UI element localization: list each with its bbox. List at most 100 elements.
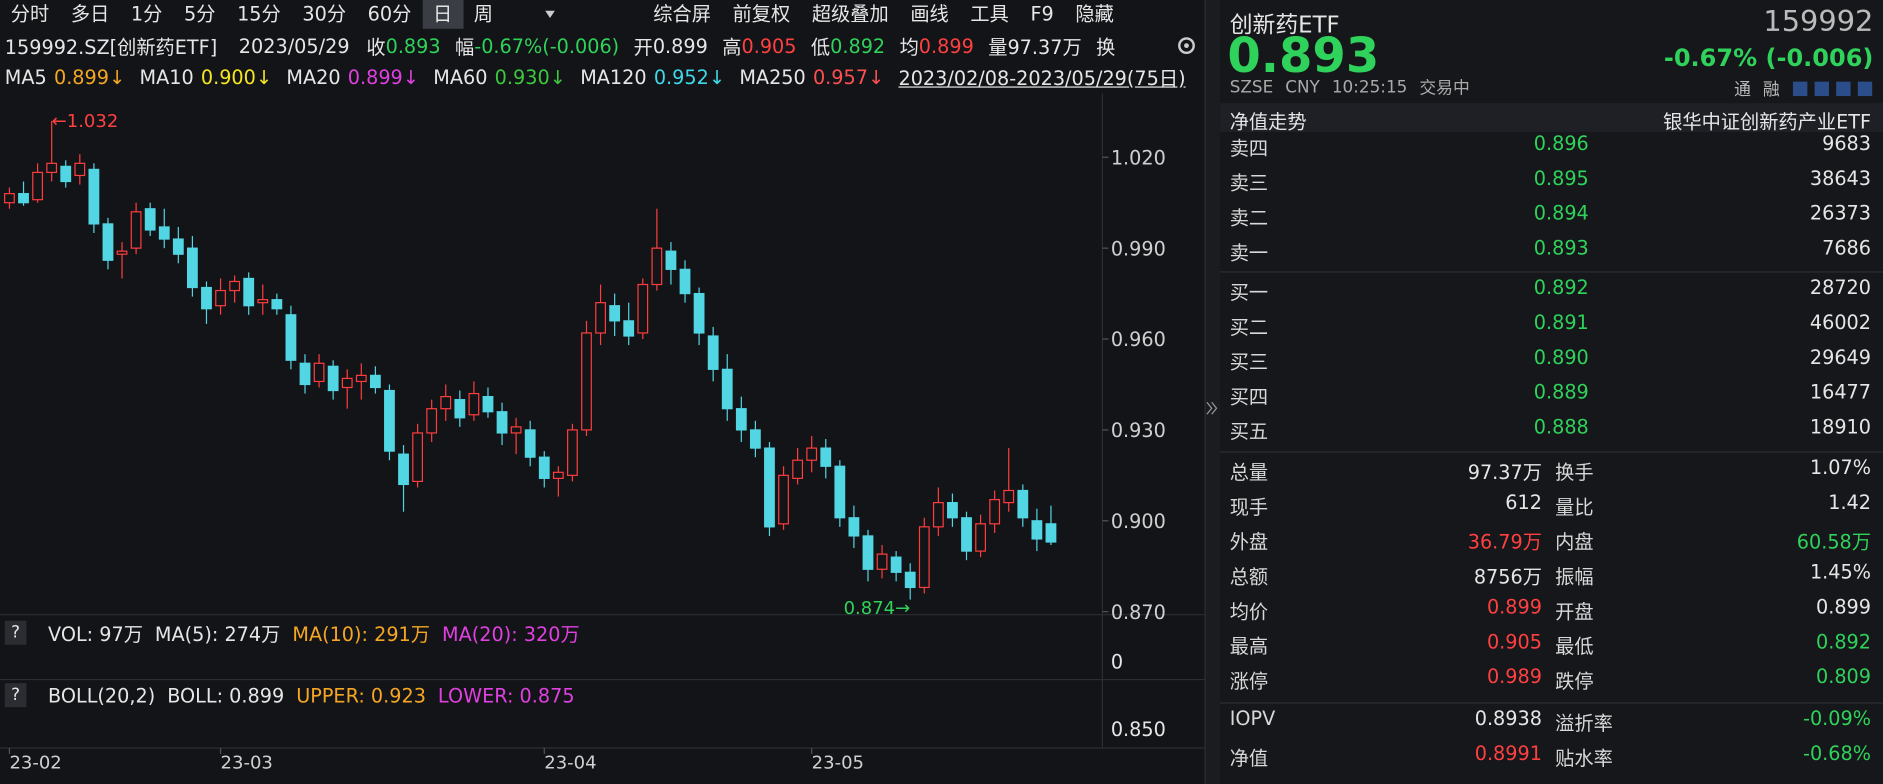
bid-label: 买四 (1229, 385, 1269, 409)
bid-price: 0.891 (1533, 310, 1589, 334)
candle-body (355, 374, 367, 383)
candle-body (693, 292, 705, 334)
period-button[interactable]: 1分 (130, 2, 163, 26)
ma-value: 0.900↓ (200, 65, 272, 89)
tool-button[interactable]: 超级叠加 (811, 2, 889, 26)
candle-body (440, 395, 452, 410)
stat-value: 0.809 (1815, 665, 1872, 688)
ma-name: MA250 (739, 65, 806, 89)
candle-body (243, 277, 255, 307)
tool-button[interactable]: 综合屏 (653, 2, 711, 26)
candle-body (623, 320, 635, 337)
separator (1220, 451, 1883, 453)
stat-value: 1.42 (1828, 491, 1872, 514)
bid-price: 0.892 (1533, 276, 1589, 299)
y-tick-label: 0.870 (1111, 601, 1166, 624)
candle-body (46, 162, 58, 174)
tool-icons[interactable] (1792, 80, 1874, 97)
period-bar: 分时 多日 1分 5分 15分 30分 60分日周 (0, 0, 504, 29)
boll-axis: 0.850 (1110, 717, 1166, 741)
bid-volume: 18910 (1809, 415, 1872, 439)
ma-name: MA120 (580, 65, 647, 89)
y-tick-label: 0.900 (1111, 510, 1166, 533)
ask-label: 卖四 (1229, 136, 1269, 160)
quote-meta: SZSE CNY 10:25:15 交易中 (1230, 76, 1470, 100)
period-button[interactable]: 60分 (367, 2, 412, 26)
candle-body (398, 453, 409, 486)
ma-legend: MA5 0.899↓ MA10 0.900↓ MA20 0.899↓ MA60 0.930↓ M… (5, 62, 1186, 91)
stat-label: 总额 (1229, 565, 1269, 589)
tool-button[interactable]: 前复权 (732, 2, 791, 26)
period-button[interactable]: 多日 (70, 2, 110, 26)
stat-label: 现手 (1229, 495, 1269, 519)
period-button[interactable]: 5分 (184, 2, 216, 26)
splitter[interactable] (1204, 0, 1222, 784)
field-value: -0.67%(-0.006) (474, 34, 620, 58)
candle-body (989, 498, 1001, 525)
symbol: 159992.SZ[创新药ETF] (4, 36, 218, 59)
candle-body (18, 193, 29, 204)
candle-body (1045, 523, 1057, 543)
tool-button[interactable]: 工具 (970, 2, 1009, 26)
tag[interactable]: 融 (1762, 80, 1780, 100)
candle-body (201, 286, 212, 310)
period-button[interactable]: 周 (473, 2, 494, 26)
candle-body (947, 502, 958, 519)
ma-name: MA10 (139, 65, 194, 89)
bid-volume: 29649 (1809, 345, 1872, 369)
candle-body (299, 362, 311, 386)
period-button[interactable]: 30分 (302, 2, 347, 26)
help-icon[interactable]: ? (4, 620, 27, 645)
candle-body (130, 211, 142, 249)
stat-value: 0.989 (1486, 665, 1542, 688)
field-label: 收 (366, 36, 386, 59)
ma-value: 0.952↓ (653, 65, 725, 89)
candle-body (538, 456, 550, 479)
quote-code: 159992 (1763, 4, 1874, 39)
stat-value: 0.892 (1815, 630, 1872, 654)
stat-value: 0.899 (1815, 595, 1872, 619)
period-button[interactable]: 分时 (10, 2, 50, 26)
settings-icon[interactable] (1174, 34, 1198, 58)
candle-body (595, 302, 606, 334)
bid-label: 买一 (1229, 280, 1269, 304)
tool-button[interactable]: 画线 (910, 2, 949, 26)
ma-value: 0.899↓ (347, 65, 419, 89)
bid-volume: 16477 (1809, 380, 1872, 404)
time: 10:25:15 (1331, 78, 1408, 98)
candle-body (848, 517, 860, 537)
currency: CNY (1285, 78, 1320, 98)
expand-icon[interactable] (1206, 401, 1218, 415)
period-button[interactable]: 15分 (237, 2, 281, 26)
tag[interactable]: 通 (1734, 80, 1751, 100)
stat-value: 612 (1505, 491, 1542, 514)
field-value: 0.892 (830, 34, 886, 58)
legend-item: UPPER: 0.923 (296, 683, 426, 707)
stat-value: 1.07% (1809, 456, 1872, 480)
stat-label: 振幅 (1555, 565, 1594, 589)
help-icon[interactable]: ? (4, 683, 27, 708)
nav-title[interactable]: 净值走势 (1229, 110, 1307, 134)
candle-body (327, 365, 339, 392)
candle-body (116, 250, 128, 255)
candle-body (904, 571, 916, 589)
ma-name: MA60 (433, 65, 488, 89)
dropdown-icon[interactable] (543, 7, 557, 21)
candle-body (426, 408, 438, 434)
period-button[interactable]: 日 (422, 0, 464, 29)
candle-body (890, 556, 902, 573)
candle-body (749, 429, 761, 449)
candle-body (369, 374, 381, 389)
candle-body (806, 447, 818, 461)
tool-button[interactable]: F9 (1030, 2, 1054, 26)
ma-name: MA5 (4, 65, 47, 89)
candle-body (876, 553, 888, 570)
stat-label: 内盘 (1555, 530, 1594, 554)
candle-body (975, 523, 986, 552)
stat-label: IOPV (1229, 707, 1276, 730)
ask-volume: 38643 (1809, 166, 1872, 190)
candle-body (510, 426, 522, 434)
field-value: 0.899 (652, 34, 708, 58)
tool-button[interactable]: 隐藏 (1075, 2, 1114, 26)
candle-body (581, 332, 592, 431)
